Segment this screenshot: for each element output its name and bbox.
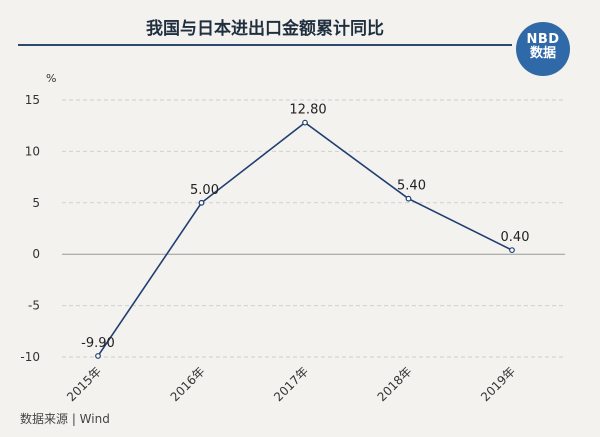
nbd-data-logo: NBD 数据 — [516, 22, 570, 76]
data-point — [302, 119, 308, 126]
y-axis-unit: % — [46, 72, 57, 85]
y-tick-label: 10 — [25, 144, 40, 158]
data-label: 0.40 — [501, 230, 530, 245]
x-tick-label: 2015年 — [64, 364, 104, 404]
data-point — [509, 247, 515, 253]
data-label: -9.90 — [81, 336, 115, 351]
x-tick-label: 2017年 — [271, 364, 311, 404]
data-label: 5.40 — [397, 179, 426, 194]
y-tick-label: 15 — [25, 93, 40, 107]
data-point — [405, 195, 412, 202]
data-point — [95, 353, 101, 359]
chart-title: 我国与日本进出口金额累计同比 — [146, 19, 384, 39]
y-tick-label: -10 — [20, 350, 40, 364]
x-tick-label: 2019年 — [478, 364, 518, 404]
source-note: 数据来源 | Wind — [20, 412, 110, 426]
y-tick-label: 0 — [32, 247, 40, 261]
y-tick-label: -5 — [28, 299, 40, 313]
x-tick-label: 2018年 — [375, 364, 415, 404]
x-tick-label: 2016年 — [168, 364, 208, 404]
logo-line-2: 数据 — [529, 45, 556, 61]
series-line — [97, 121, 513, 357]
y-tick-label: 5 — [32, 196, 40, 210]
logo-line-1: NBD — [526, 32, 560, 47]
data-point — [198, 199, 205, 206]
title-underline — [18, 44, 512, 46]
data-label: 5.00 — [190, 183, 219, 198]
data-label: 12.80 — [289, 103, 326, 118]
